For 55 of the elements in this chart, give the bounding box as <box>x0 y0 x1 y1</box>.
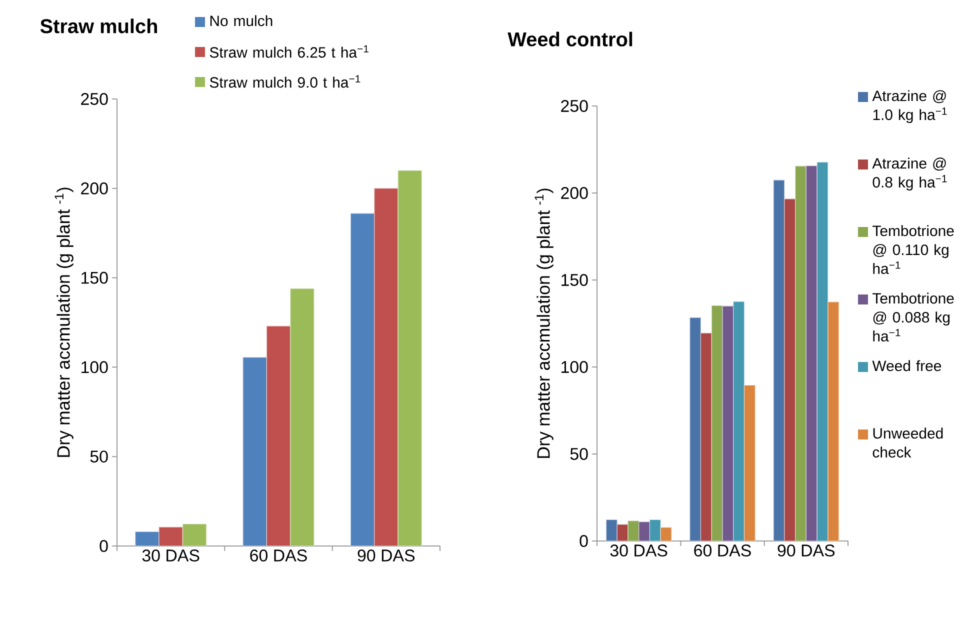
bar <box>773 180 785 541</box>
y-tick-label: 250 <box>81 92 108 105</box>
bar <box>398 170 422 546</box>
legend-label: Atrazine @ 0.8 kg ha$^{−1}$ <box>872 158 947 191</box>
x-tick-label: 30 DAS <box>610 544 668 556</box>
legend-label: Straw mulch 6.25 t ha$^{−1}$ <box>210 45 368 58</box>
bar <box>649 519 661 541</box>
y-tick-label: 100 <box>562 360 588 373</box>
legend-label: Straw mulch 9.0 t ha$^{−1}$ <box>210 75 360 88</box>
bar <box>266 326 291 546</box>
bar <box>290 288 314 546</box>
y-axis-title: Dry matter accmulation (g plant $^{-1}$) <box>54 188 74 457</box>
bar <box>350 213 375 546</box>
bar <box>828 302 840 541</box>
y-tick-label: 100 <box>82 361 108 374</box>
bar <box>638 522 650 541</box>
chart-title: Weed control <box>508 32 632 46</box>
x-tick-label: 90 DAS <box>778 544 835 556</box>
y-tick-label: 50 <box>570 448 588 460</box>
legend-label: Tembotrione @ 0.088 kg ha$^{−1}$ <box>872 292 954 342</box>
y-tick-label: 200 <box>561 186 588 199</box>
legend-label: Unweeded check <box>872 428 943 458</box>
legend-label: Atrazine @ 1.0 kg ha$^{−1}$ <box>872 90 947 124</box>
bar <box>374 188 398 546</box>
x-tick-label: 90 DAS <box>358 550 415 562</box>
bar <box>733 301 745 541</box>
x-tick-label: 60 DAS <box>694 544 751 556</box>
legend-label: Tembotrione @ 0.110 kg ha$^{−1}$ <box>872 225 954 274</box>
bar <box>242 357 267 546</box>
y-axis-title: Dry matter accmulation (g plant $^{-1}$) <box>534 188 554 458</box>
y-tick-label: 0 <box>100 540 108 552</box>
y-tick-label: 50 <box>90 450 108 463</box>
bar <box>816 162 828 541</box>
bar <box>135 531 160 546</box>
bar <box>722 306 734 541</box>
y-tick-label: 0 <box>580 534 588 547</box>
y-tick-label: 200 <box>81 182 108 194</box>
bar <box>158 526 183 546</box>
bar <box>182 524 207 546</box>
x-tick-label: 60 DAS <box>250 550 307 562</box>
bar <box>795 166 806 541</box>
y-tick-label: 250 <box>561 100 588 112</box>
bar <box>700 332 712 541</box>
x-tick-label: 30 DAS <box>142 550 200 562</box>
legend-label: No mulch <box>210 15 272 26</box>
bar <box>711 305 723 541</box>
bar <box>744 384 756 541</box>
legend-label: Weed free <box>872 360 942 372</box>
bar <box>606 519 618 541</box>
bar <box>784 198 796 541</box>
y-tick-label: 150 <box>562 274 588 286</box>
y-tick-label: 150 <box>82 272 108 284</box>
bar <box>690 317 702 541</box>
chart-title: Straw mulch <box>40 18 157 34</box>
bar <box>806 166 818 541</box>
